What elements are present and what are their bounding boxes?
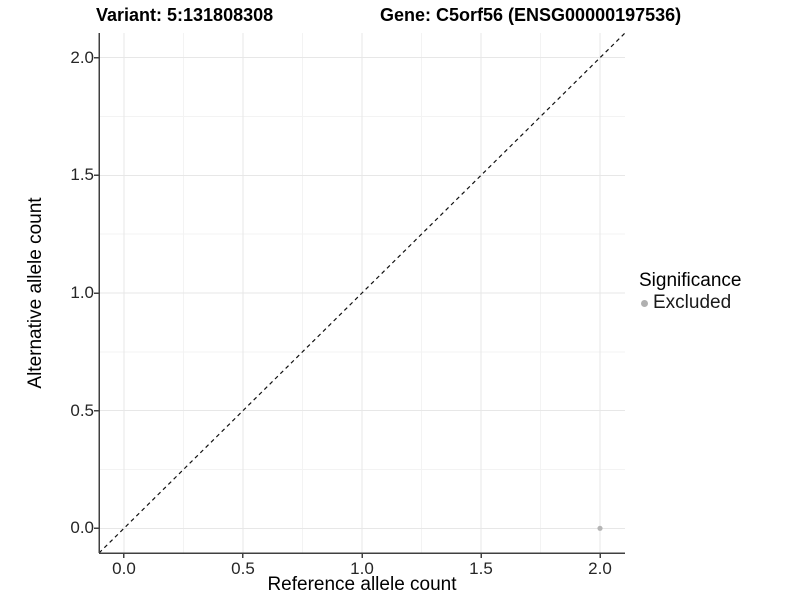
legend: Significance Excluded — [639, 270, 741, 314]
data-point — [597, 525, 603, 531]
excluded-point-icon — [641, 299, 648, 307]
y-tick-label: 0.5 — [70, 400, 94, 420]
y-axis-title: Alternative allele count — [25, 197, 46, 389]
chart-panel — [94, 32, 626, 558]
y-tick-label: 2.0 — [70, 47, 94, 67]
legend-entry-label: Excluded — [653, 292, 732, 313]
y-tick-label: 0.0 — [70, 518, 94, 538]
identity-reference-line — [98, 32, 626, 554]
legend-title: Significance — [639, 270, 742, 291]
x-tick-label: 1.5 — [469, 559, 493, 578]
plot-title-variant: Variant: 5:131808308 — [96, 5, 274, 25]
x-tick-label: 1.0 — [350, 559, 374, 578]
x-tick-label: 0.5 — [231, 559, 255, 578]
y-tick-label: 1.0 — [70, 283, 94, 302]
legend-entry: Excluded — [641, 292, 741, 314]
x-tick-label: 0.0 — [112, 559, 136, 578]
plot-title-gene: Gene: C5orf56 (ENSG00000197536) — [380, 5, 682, 25]
x-tick-label: 2.0 — [588, 559, 612, 578]
x-axis-title: Reference allele count — [267, 574, 457, 595]
y-tick-label: 1.5 — [70, 165, 94, 185]
